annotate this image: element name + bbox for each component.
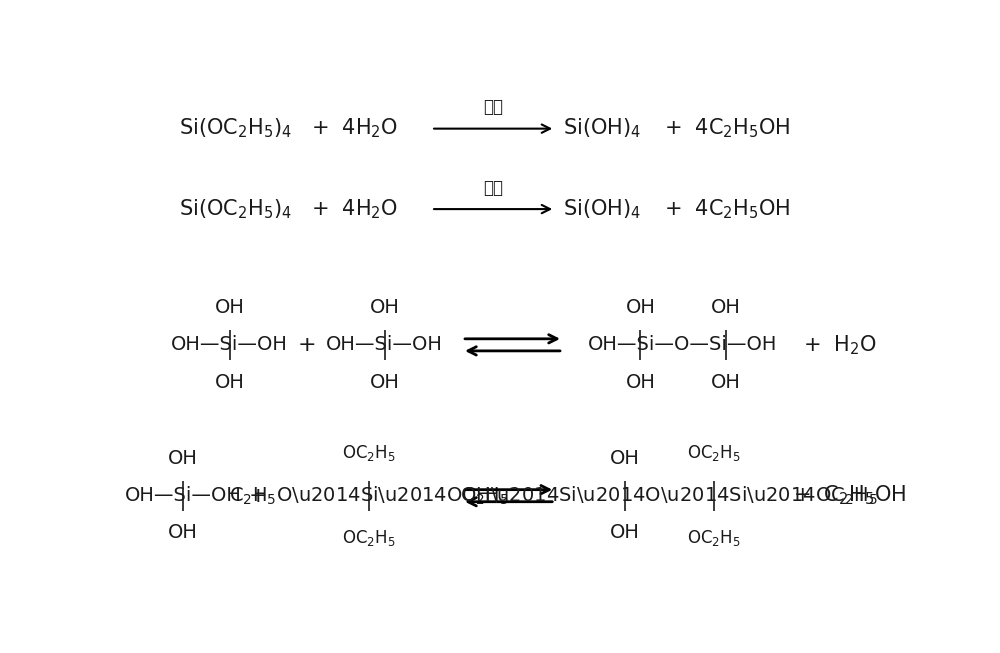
Text: C$_2$H$_5$O\u2014Si\u2014OC$_2$H$_5$: C$_2$H$_5$O\u2014Si\u2014OC$_2$H$_5$ xyxy=(229,485,509,507)
Text: +: + xyxy=(298,335,316,355)
Text: OC$_2$H$_5$: OC$_2$H$_5$ xyxy=(687,443,741,463)
Text: $+$  C$_2$H$_5$OH: $+$ C$_2$H$_5$OH xyxy=(793,484,906,507)
Text: OC$_2$H$_5$: OC$_2$H$_5$ xyxy=(342,528,396,549)
Text: OH\u2014Si\u2014O\u2014Si\u2014OC$_2$H$_5$: OH\u2014Si\u2014O\u2014Si\u2014OC$_2$H$_… xyxy=(460,485,878,507)
Text: $+$  4H$_2$O: $+$ 4H$_2$O xyxy=(311,197,398,221)
Text: OH: OH xyxy=(711,298,741,317)
Text: OH: OH xyxy=(168,523,198,543)
Text: $+$  4C$_2$H$_5$OH: $+$ 4C$_2$H$_5$OH xyxy=(664,197,790,221)
Text: OH: OH xyxy=(610,449,640,468)
Text: 氨水: 氨水 xyxy=(483,178,503,197)
Text: OH—Si—OH: OH—Si—OH xyxy=(125,486,242,505)
Text: OH—Si—O—Si—OH: OH—Si—O—Si—OH xyxy=(588,336,778,355)
Text: OH: OH xyxy=(168,449,198,468)
Text: $+$  4C$_2$H$_5$OH: $+$ 4C$_2$H$_5$OH xyxy=(664,117,790,140)
Text: OC$_2$H$_5$: OC$_2$H$_5$ xyxy=(342,443,396,463)
Text: Si(OC$_2$H$_5$)$_4$: Si(OC$_2$H$_5$)$_4$ xyxy=(179,117,292,140)
Text: OH: OH xyxy=(370,298,400,317)
Text: OH: OH xyxy=(625,298,655,317)
Text: OH: OH xyxy=(610,523,640,543)
Text: OH—Si—OH: OH—Si—OH xyxy=(171,336,288,355)
Text: OH: OH xyxy=(625,372,655,392)
Text: +: + xyxy=(249,486,268,505)
Text: $+$  H$_2$O: $+$ H$_2$O xyxy=(803,333,877,357)
Text: OH: OH xyxy=(215,298,245,317)
Text: $+$  4H$_2$O: $+$ 4H$_2$O xyxy=(311,117,398,140)
Text: OH: OH xyxy=(370,372,400,392)
Text: OH: OH xyxy=(711,372,741,392)
Text: OH—Si—OH: OH—Si—OH xyxy=(326,336,443,355)
Text: Si(OH)$_4$: Si(OH)$_4$ xyxy=(563,117,641,140)
Text: OC$_2$H$_5$: OC$_2$H$_5$ xyxy=(687,528,741,549)
Text: Si(OH)$_4$: Si(OH)$_4$ xyxy=(563,197,641,221)
Text: Si(OC$_2$H$_5$)$_4$: Si(OC$_2$H$_5$)$_4$ xyxy=(179,197,292,221)
Text: OH: OH xyxy=(215,372,245,392)
Text: 氨水: 氨水 xyxy=(483,98,503,116)
